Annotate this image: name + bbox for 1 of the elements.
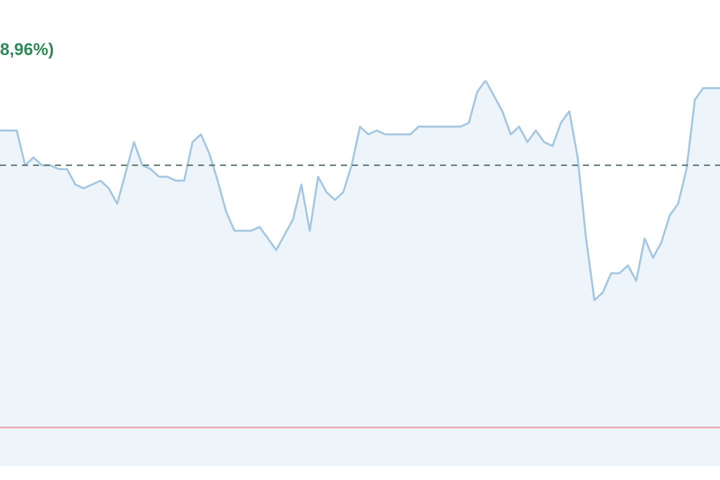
chart-title: 8,96%): [0, 40, 54, 59]
